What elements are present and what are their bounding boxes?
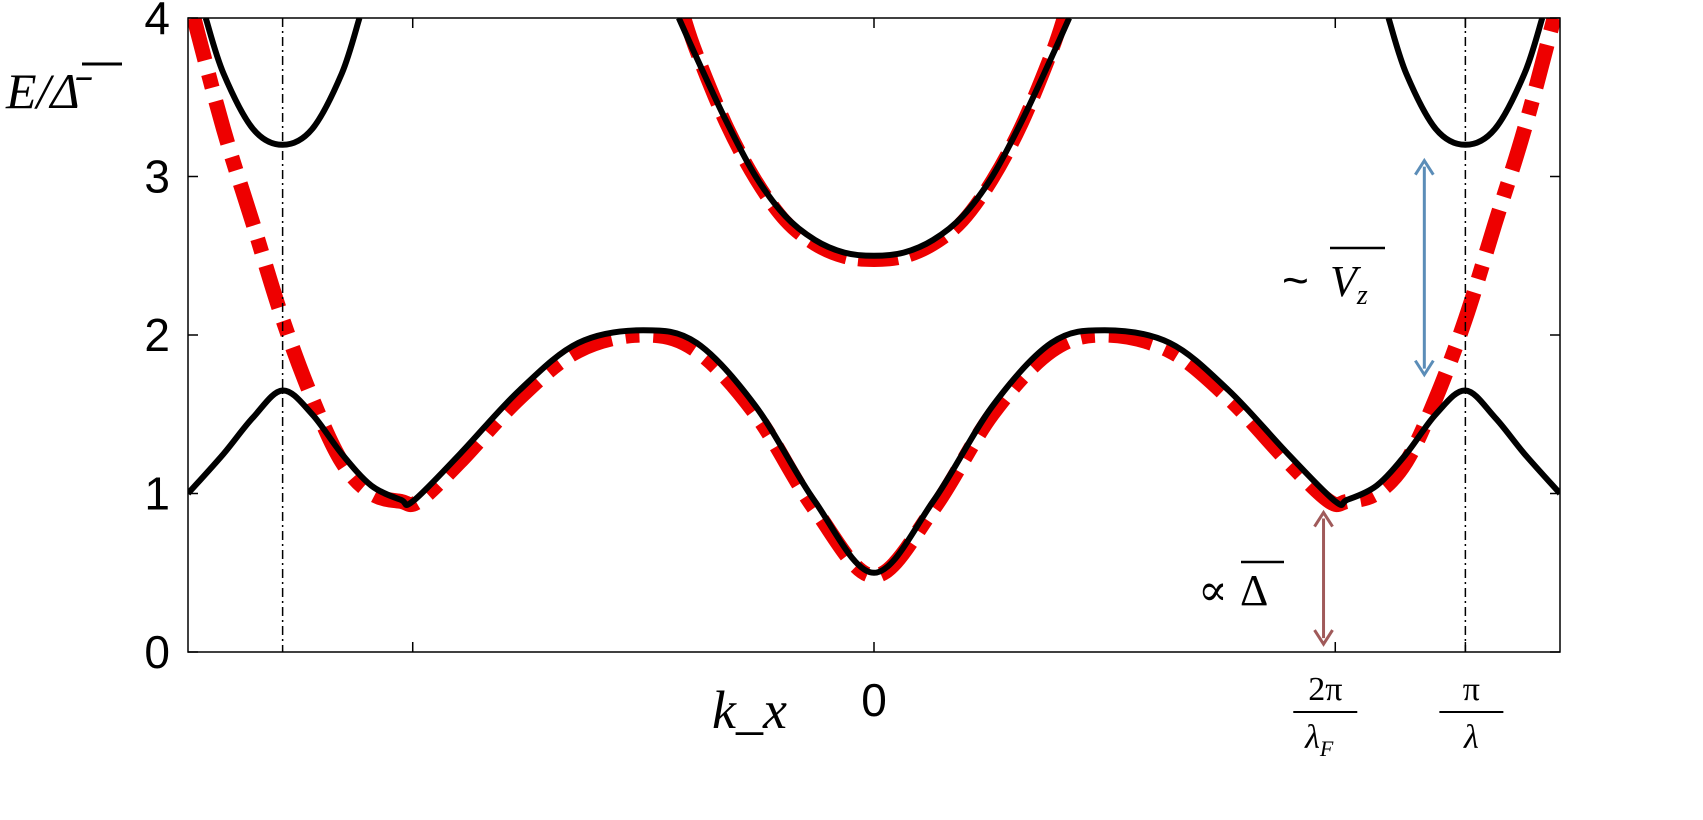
y-axis-label-text: E/Δ̄ [5, 63, 93, 119]
series-line-6 [1385, 18, 1546, 148]
series-line-2 [188, 18, 1560, 584]
x-tick-label-pi-over-lambda: πλ [1439, 671, 1504, 756]
series-line-3 [676, 18, 1072, 259]
axis-ticks: 0 1 2 3 4 0 2π λF πλ [144, 0, 1560, 761]
y-tick-label: 0 [144, 626, 170, 678]
delta-gap-symbol: ∝ [1198, 566, 1228, 615]
x-tick-label-pi-over-lambda-denominator: λ [1463, 719, 1479, 756]
x-axis-label: k_x [712, 680, 787, 740]
vz-gap-arrow [1414, 157, 1435, 378]
y-axis-label: E/Δ̄ [5, 63, 93, 119]
delta-gap-label: Δ [1240, 566, 1268, 615]
vz-gap-label: Vz [1330, 257, 1368, 311]
x-tick-label-zero: 0 [861, 674, 887, 726]
x-tick-label-2pi-over-lambdaF: 2π λF [1293, 671, 1358, 761]
x-tick-label-2pi-over-lambdaF-denominator: λF [1304, 719, 1334, 761]
x-tick-label-pi-over-lambda-numerator: π [1463, 671, 1480, 708]
y-tick-label: 1 [144, 468, 170, 520]
annotations-layer: ~ Vz ∝ Δ [82, 62, 1435, 647]
y-tick-label: 4 [144, 0, 170, 44]
plot-frame [187, 17, 1561, 653]
series-line-4 [678, 18, 1070, 267]
x-tick-label-2pi-over-lambdaF-numerator: 2π [1308, 671, 1342, 708]
vz-gap-symbol: ~ [1282, 254, 1309, 306]
series-line-5 [202, 18, 363, 148]
vertical-guides [281, 18, 1467, 652]
series-line-1 [188, 327, 1560, 576]
y-tick-label: 3 [144, 151, 170, 203]
delta-gap-arrow [1313, 509, 1334, 647]
curves-layer [188, 18, 1560, 584]
y-tick-label: 2 [144, 309, 170, 361]
